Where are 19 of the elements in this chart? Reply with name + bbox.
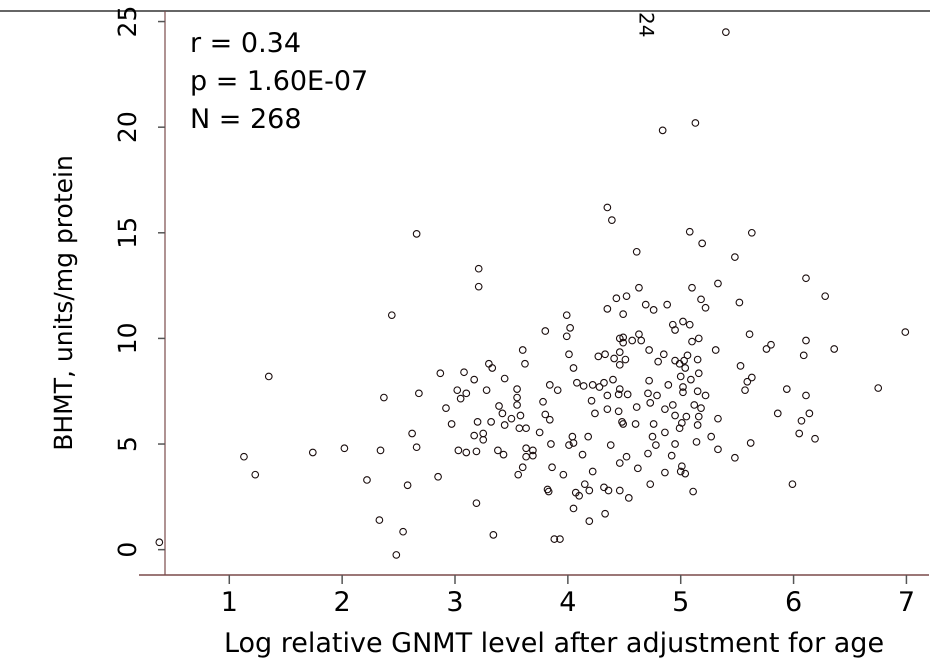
x-tick-label: 3 bbox=[446, 587, 464, 618]
y-axis-title: BHMT, units/mg protein bbox=[49, 155, 78, 451]
annotation: r = 0.34 bbox=[190, 28, 302, 59]
x-tick-label: 6 bbox=[784, 587, 802, 618]
y-tick-label: 25 bbox=[113, 6, 142, 38]
y-tick-label: 0 bbox=[113, 542, 142, 558]
y-tick-label: 20 bbox=[113, 111, 142, 144]
x-axis-title: Log relative GNMT level after adjustment for age bbox=[224, 628, 884, 659]
y-tick-label: 15 bbox=[113, 216, 142, 249]
annotation: N = 268 bbox=[190, 104, 302, 135]
x-tick-label: 4 bbox=[559, 587, 576, 618]
annotation: 24 bbox=[634, 12, 659, 38]
y-tick-label: 10 bbox=[113, 322, 142, 354]
x-tick-label: 7 bbox=[898, 587, 916, 618]
x-tick-label: 1 bbox=[220, 587, 238, 618]
x-tick-label: 5 bbox=[672, 587, 690, 618]
x-tick-label: 2 bbox=[334, 587, 351, 618]
annotation: p = 1.60E-07 bbox=[190, 66, 368, 97]
y-tick-label: 5 bbox=[113, 436, 142, 452]
